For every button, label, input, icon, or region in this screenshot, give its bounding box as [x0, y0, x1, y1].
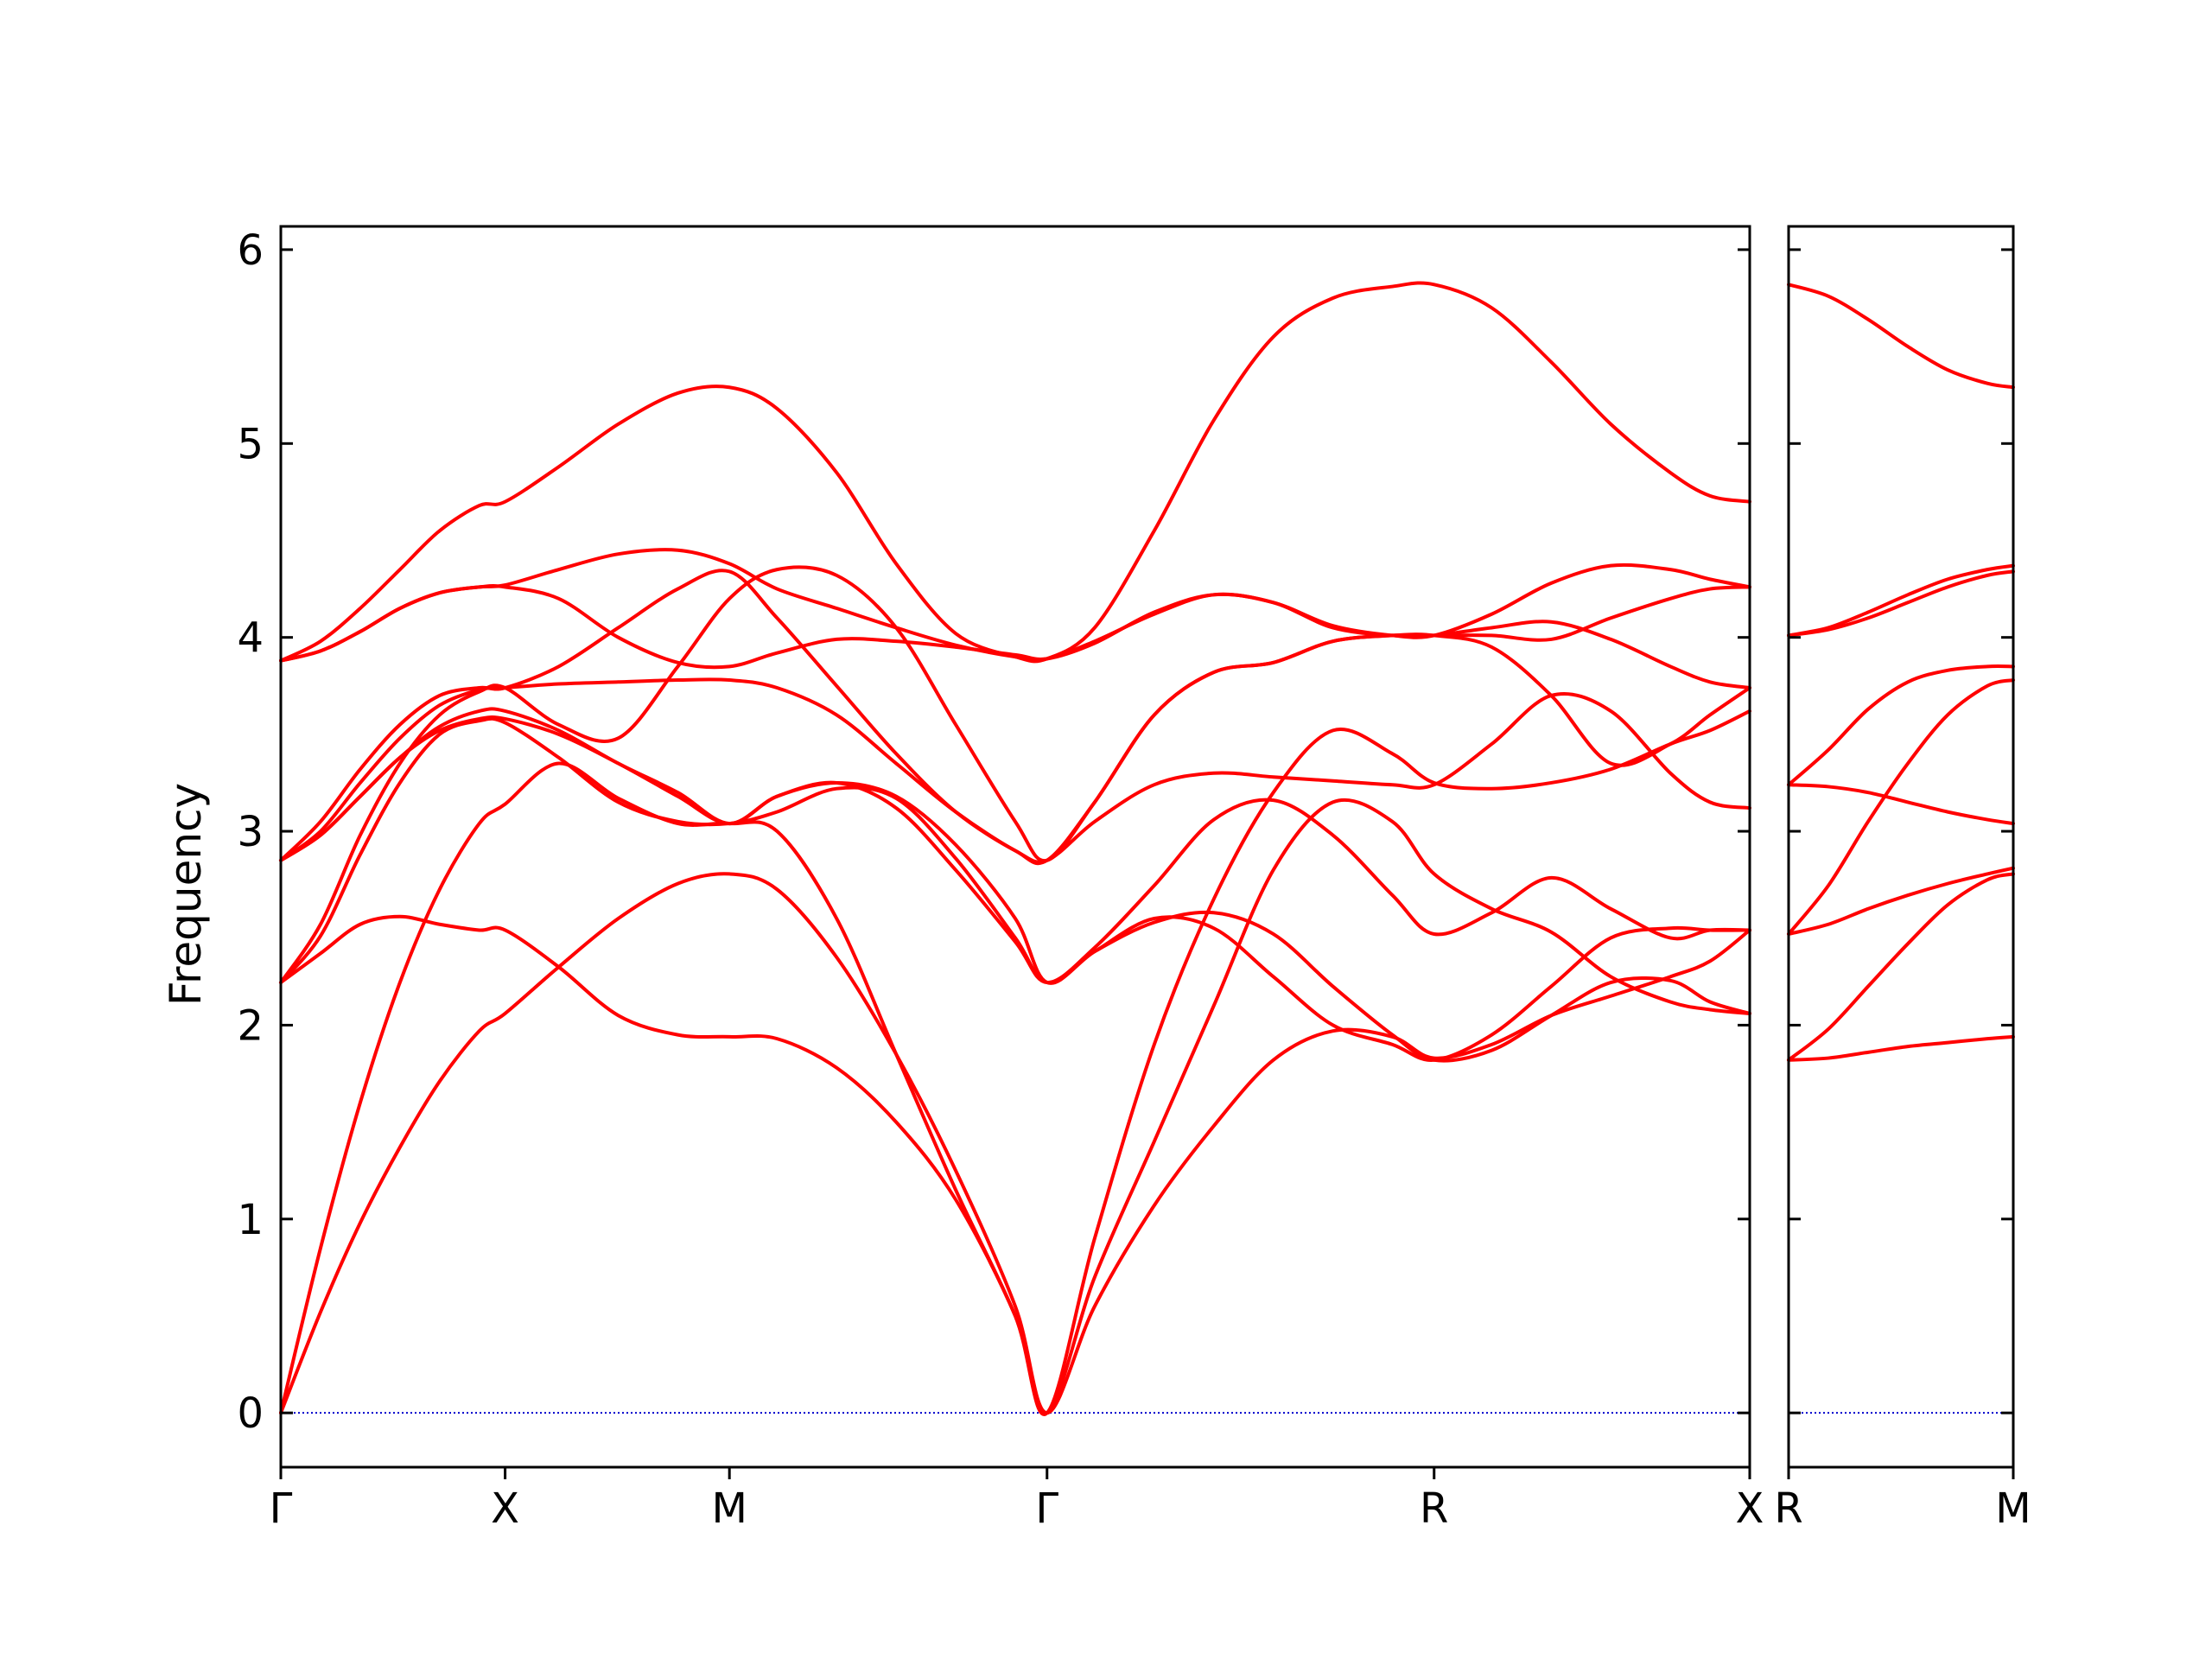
y-tick-label: 2 — [237, 1001, 264, 1050]
x-tick-label: X — [491, 1484, 519, 1533]
x-tick-label: R — [1774, 1484, 1802, 1533]
band-line-4 — [279, 716, 1751, 1063]
y-tick-label: 0 — [237, 1389, 264, 1438]
band-line-7 — [1787, 569, 2015, 638]
band-line-5 — [279, 715, 1751, 985]
band-line-6 — [1787, 664, 2015, 787]
plot-frame — [279, 225, 1751, 1469]
band-line-7 — [279, 677, 1751, 864]
band-line-1 — [279, 872, 1751, 1415]
x-tick-label: Γ — [1035, 1484, 1058, 1533]
y-tick-label: 4 — [237, 614, 264, 663]
band-line-8 — [279, 565, 1751, 985]
band-line-6 — [279, 707, 1751, 1062]
plot-frame — [1787, 225, 2015, 1469]
y-tick-label: 5 — [237, 420, 264, 468]
x-tick-label: M — [1995, 1484, 2031, 1533]
band-line-2 — [1787, 872, 2015, 1062]
band-line-4 — [1787, 678, 2015, 936]
x-tick-label: M — [711, 1484, 747, 1533]
band-line-1 — [1787, 1034, 2015, 1062]
x-tick-label: R — [1420, 1484, 1448, 1533]
panel-1: 0 1 2 3 4 5 6 Γ X M Γ R X — [237, 225, 1764, 1533]
band-line-12 — [279, 281, 1751, 664]
x-tick-label: X — [1736, 1484, 1764, 1533]
band-line-9 — [1787, 283, 2015, 390]
band-line-5 — [1787, 783, 2015, 826]
y-tick-label: 3 — [237, 808, 264, 856]
band-line-11 — [279, 548, 1751, 663]
band-line-8 — [1787, 563, 2015, 638]
band-line-3 — [1787, 866, 2015, 936]
y-tick-label: 6 — [237, 226, 264, 275]
y-axis-label: Frequency — [161, 783, 211, 1006]
band-line-3 — [279, 798, 1751, 1415]
y-tick-label: 1 — [237, 1196, 264, 1244]
band-line-9 — [279, 569, 1751, 866]
band-line-10 — [279, 584, 1751, 690]
x-tick-label: Γ — [270, 1484, 293, 1533]
